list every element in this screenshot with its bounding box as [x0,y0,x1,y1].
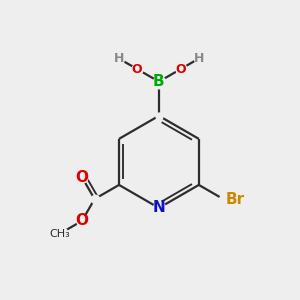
Text: B: B [153,74,165,89]
Text: CH₃: CH₃ [50,229,70,238]
Text: O: O [75,170,88,185]
Text: O: O [75,213,88,228]
Text: Br: Br [226,192,245,207]
Text: H: H [114,52,124,65]
Text: O: O [176,62,186,76]
Text: O: O [132,62,142,76]
Text: H: H [194,52,204,65]
Text: N: N [152,200,165,215]
